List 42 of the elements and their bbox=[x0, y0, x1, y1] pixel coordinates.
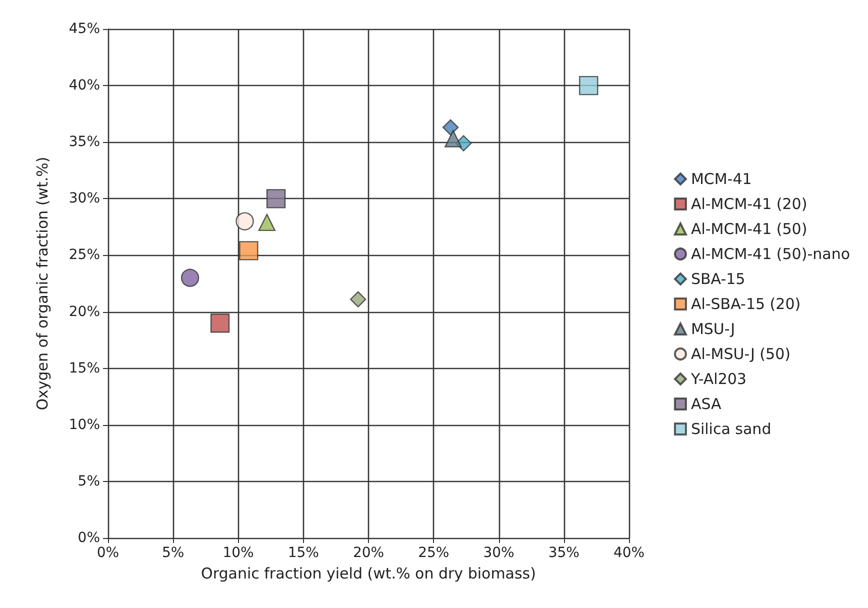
point bbox=[579, 76, 598, 96]
y-tick-label: 0% bbox=[78, 530, 100, 546]
legend-label: Silica sand bbox=[690, 420, 772, 438]
x-tick-label: 20% bbox=[352, 545, 384, 561]
x-tick-label: 35% bbox=[548, 545, 580, 561]
y-tick-label: 40% bbox=[68, 78, 100, 94]
legend-label: ASA bbox=[690, 395, 722, 413]
y-tick-label: 45% bbox=[68, 21, 100, 37]
legend-label: MSU-J bbox=[690, 320, 736, 338]
x-tick-label: 30% bbox=[483, 545, 514, 561]
x-tick-label: 5% bbox=[162, 545, 184, 561]
legend-label: SBA-15 bbox=[690, 270, 746, 288]
point bbox=[266, 189, 286, 208]
x-tick-label: 15% bbox=[288, 545, 319, 561]
x-tick-label: 25% bbox=[418, 545, 450, 561]
legend-label: Y-Al203 bbox=[690, 370, 746, 388]
legend-label: MCM-41 bbox=[690, 170, 752, 188]
point bbox=[258, 214, 276, 232]
y-tick-label: 10% bbox=[68, 416, 100, 433]
y-tick-label: 15% bbox=[68, 360, 100, 376]
point bbox=[180, 268, 200, 287]
x-tick-label: 40% bbox=[613, 545, 645, 561]
point bbox=[236, 212, 254, 230]
y-tick-label: 20% bbox=[68, 304, 100, 320]
y-tick-label: 25% bbox=[68, 247, 100, 264]
legend-label: Al-MCM-41 (20) bbox=[690, 195, 808, 213]
x-tick-label: 0% bbox=[96, 545, 120, 561]
point bbox=[239, 241, 258, 260]
point bbox=[350, 291, 366, 308]
point bbox=[442, 119, 459, 136]
legend-label: Al-MCM-41 (50)-nano bbox=[690, 245, 850, 263]
x-axis-title: Organic fraction yield (wt.% on dry biomass) bbox=[201, 564, 536, 582]
legend-label: Al-MSU-J (50) bbox=[690, 345, 790, 363]
legend-label: Al-MCM-41 (50) bbox=[690, 220, 808, 238]
y-tick-label: 5% bbox=[78, 473, 100, 490]
y-axis-title: Oxygen of organic fraction (wt.%) bbox=[34, 156, 52, 410]
x-tick-label: 10% bbox=[222, 545, 254, 561]
point bbox=[210, 313, 230, 333]
point bbox=[444, 130, 462, 148]
y-tick-label: 30% bbox=[68, 190, 100, 207]
y-tick-label: 35% bbox=[68, 134, 100, 150]
legend-label: Al-SBA-15 (20) bbox=[690, 295, 801, 313]
